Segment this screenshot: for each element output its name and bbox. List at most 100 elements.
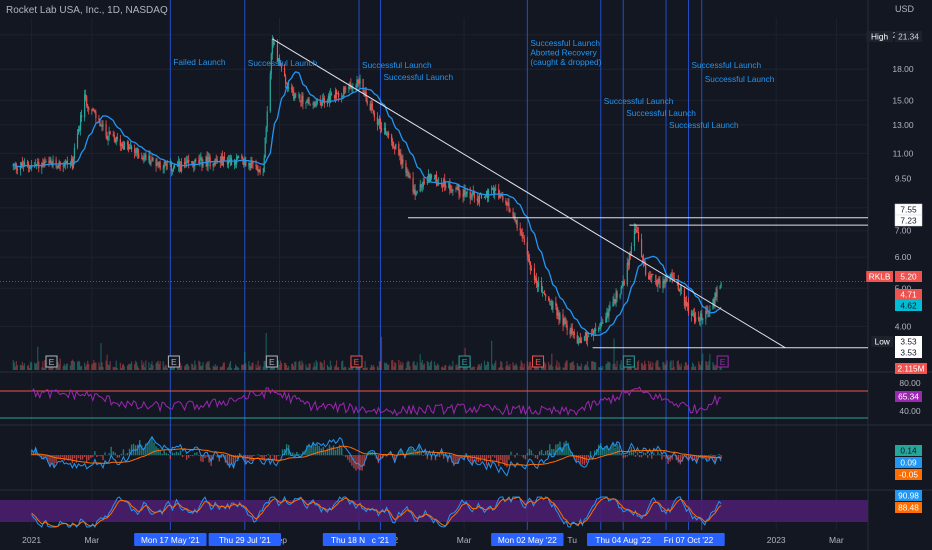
candle-body[interactable] — [322, 98, 324, 100]
candle-body[interactable] — [477, 200, 479, 203]
candle-body[interactable] — [516, 219, 518, 229]
candle-body[interactable] — [80, 115, 83, 118]
candle-body[interactable] — [692, 313, 695, 315]
candle-body[interactable] — [508, 202, 510, 209]
candle-body[interactable] — [436, 183, 439, 185]
candle-body[interactable] — [286, 82, 288, 84]
candle-body[interactable] — [121, 143, 123, 147]
candle-body[interactable] — [277, 58, 280, 62]
candle-body[interactable] — [415, 192, 417, 196]
candle-body[interactable] — [250, 162, 252, 169]
candle-body[interactable] — [378, 118, 381, 124]
candle-body[interactable] — [512, 211, 514, 217]
candle-body[interactable] — [637, 232, 640, 240]
candle-body[interactable] — [63, 165, 65, 167]
candle-body[interactable] — [549, 300, 551, 303]
candle-body[interactable] — [351, 87, 353, 89]
candle-body[interactable] — [543, 291, 545, 294]
candle-body[interactable] — [407, 171, 409, 177]
candle-body[interactable] — [98, 118, 100, 121]
candle-body[interactable] — [483, 197, 486, 199]
candle-body[interactable] — [20, 162, 23, 168]
candle-body[interactable] — [469, 191, 471, 199]
candle-body[interactable] — [101, 125, 103, 127]
candle-body[interactable] — [165, 162, 167, 166]
candle-body[interactable] — [163, 162, 165, 169]
candle-body[interactable] — [178, 161, 181, 167]
candle-body[interactable] — [595, 328, 597, 332]
candle-body[interactable] — [709, 309, 711, 312]
candle-body[interactable] — [220, 156, 222, 163]
candle-body[interactable] — [108, 131, 110, 137]
event-date-label[interactable]: Thu 04 Aug '22 — [587, 533, 660, 546]
candle-body[interactable] — [579, 338, 581, 343]
candle-body[interactable] — [50, 160, 52, 163]
candle-body[interactable] — [184, 161, 186, 164]
candle-body[interactable] — [376, 117, 378, 125]
candle-body[interactable] — [557, 312, 559, 316]
candle-body[interactable] — [237, 156, 239, 159]
candle-body[interactable] — [663, 280, 665, 284]
candle-body[interactable] — [176, 164, 179, 167]
candle-body[interactable] — [601, 322, 603, 324]
candle-body[interactable] — [79, 115, 82, 131]
candle-body[interactable] — [187, 159, 189, 161]
candle-body[interactable] — [55, 159, 57, 166]
candle-body[interactable] — [271, 39, 273, 55]
candle-body[interactable] — [456, 188, 458, 190]
candle-body[interactable] — [151, 157, 153, 162]
candle-body[interactable] — [16, 168, 18, 171]
candle-body[interactable] — [702, 319, 704, 321]
candle-body[interactable] — [478, 194, 480, 203]
candle-body[interactable] — [386, 133, 389, 135]
candle-body[interactable] — [356, 79, 358, 87]
candle-body[interactable] — [464, 189, 466, 195]
candle-body[interactable] — [194, 159, 196, 167]
candle-body[interactable] — [559, 314, 561, 320]
candle-body[interactable] — [264, 137, 266, 158]
candle-body[interactable] — [608, 309, 610, 317]
candle-body[interactable] — [284, 76, 287, 83]
candle-body[interactable] — [114, 138, 116, 143]
candle-body[interactable] — [172, 168, 174, 171]
candle-body[interactable] — [309, 103, 311, 106]
overlay-lines[interactable] — [0, 38, 868, 349]
candle-body[interactable] — [614, 299, 616, 304]
candle-body[interactable] — [665, 278, 667, 281]
candle-body[interactable] — [423, 181, 425, 184]
candle-body[interactable] — [459, 193, 461, 195]
candle-body[interactable] — [645, 263, 647, 275]
candle-body[interactable] — [441, 182, 443, 186]
candle-body[interactable] — [251, 162, 253, 164]
candle-body[interactable] — [584, 332, 587, 337]
price-label[interactable]: 4.62 — [895, 300, 922, 311]
candle-body[interactable] — [636, 231, 639, 233]
candle-body[interactable] — [394, 148, 396, 150]
candle-body[interactable] — [120, 143, 122, 147]
price-label[interactable]: 3.53 — [895, 347, 922, 358]
candle-body[interactable] — [457, 185, 459, 190]
candle-body[interactable] — [419, 184, 421, 192]
candle-body[interactable] — [544, 293, 546, 296]
candle-body[interactable] — [256, 166, 258, 170]
candle-body[interactable] — [12, 164, 14, 167]
candle-body[interactable] — [252, 162, 254, 165]
candle-body[interactable] — [485, 190, 488, 195]
candle-body[interactable] — [269, 73, 271, 112]
candle-body[interactable] — [88, 107, 90, 110]
candle-body[interactable] — [507, 202, 509, 206]
candle-body[interactable] — [652, 274, 654, 275]
candle-body[interactable] — [484, 194, 487, 198]
candle-body[interactable] — [138, 153, 140, 158]
candle-body[interactable] — [577, 340, 579, 344]
candle-body[interactable] — [664, 280, 666, 284]
candle-body[interactable] — [551, 301, 553, 310]
candle-body[interactable] — [657, 278, 659, 287]
candle-body[interactable] — [86, 96, 88, 106]
candle-body[interactable] — [52, 159, 54, 166]
candle-body[interactable] — [137, 148, 139, 154]
candle-body[interactable] — [338, 93, 340, 98]
candle-body[interactable] — [400, 153, 402, 164]
candle-body[interactable] — [123, 142, 126, 150]
